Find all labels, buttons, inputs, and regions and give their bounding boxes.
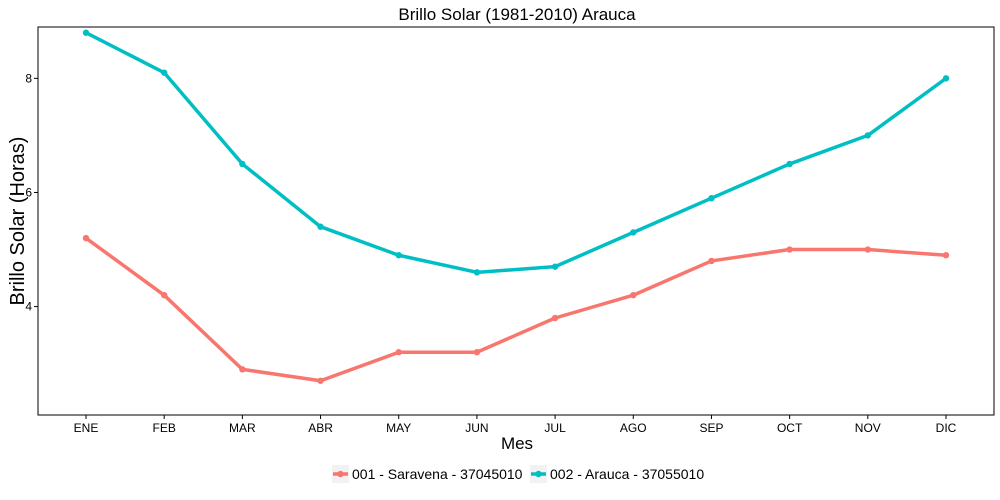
- x-tick-label: NOV: [855, 421, 881, 435]
- x-tick-label: SEP: [699, 421, 723, 435]
- data-point: [160, 69, 168, 76]
- y-tick-label: 6: [25, 185, 32, 199]
- x-tick-label: OCT: [777, 421, 803, 435]
- data-point: [82, 29, 90, 36]
- data-point: [942, 75, 950, 82]
- data-point: [708, 257, 715, 265]
- plot-panel: [37, 26, 995, 416]
- legend-key-point: [535, 470, 542, 478]
- x-tick-label: JUL: [544, 421, 566, 435]
- y-axis-title: Brillo Solar (Horas): [7, 137, 29, 306]
- legend-item: 001 - Saravena - 37045010: [332, 465, 523, 483]
- data-point: [630, 229, 637, 236]
- data-point: [395, 349, 402, 356]
- data-point: [239, 160, 246, 168]
- x-axis: ENE FEB MAR ABR MAY JUN JUL AGO SEP OCT NOV DIC: [74, 415, 957, 435]
- data-point: [473, 269, 481, 276]
- y-tick-label: 4: [25, 300, 32, 314]
- data-point: [160, 291, 168, 299]
- data-point: [317, 377, 324, 384]
- data-point: [317, 223, 324, 230]
- data-point: [630, 291, 637, 299]
- x-tick-label: JUN: [465, 421, 488, 435]
- legend: 001 - Saravena - 37045010 002 - Arauca - …: [332, 465, 704, 483]
- series-layer: [82, 29, 950, 384]
- data-point: [82, 234, 90, 242]
- data-point: [708, 194, 715, 202]
- data-point: [551, 314, 559, 322]
- data-point: [786, 246, 793, 253]
- data-point: [864, 246, 872, 253]
- series-1: [82, 234, 950, 384]
- chart-title: Brillo Solar (1981-2010) Arauca: [398, 5, 636, 24]
- x-tick-label: MAY: [386, 421, 411, 435]
- x-tick-label: MAR: [229, 421, 256, 435]
- legend-key-point: [337, 470, 344, 478]
- legend-item: 002 - Arauca - 37055010: [530, 465, 704, 483]
- x-axis-title: Mes: [501, 434, 533, 453]
- data-point: [473, 349, 481, 356]
- x-tick-label: AGO: [620, 421, 647, 435]
- y-axis: 4 6 8: [25, 71, 38, 314]
- data-point: [942, 252, 950, 259]
- data-point: [395, 252, 402, 259]
- data-point: [551, 263, 559, 270]
- series-line: [84, 236, 948, 383]
- legend-label: 001 - Saravena - 37045010: [352, 466, 523, 482]
- data-point: [864, 132, 872, 139]
- y-tick-label: 8: [25, 71, 32, 85]
- x-tick-label: DIC: [936, 421, 957, 435]
- series-line: [84, 30, 948, 275]
- series-2: [82, 29, 950, 276]
- legend-label: 002 - Arauca - 37055010: [550, 466, 704, 482]
- data-point: [786, 160, 793, 168]
- data-point: [239, 366, 246, 373]
- x-tick-label: ENE: [74, 421, 99, 435]
- x-tick-label: FEB: [153, 421, 176, 435]
- x-tick-label: ABR: [308, 421, 333, 435]
